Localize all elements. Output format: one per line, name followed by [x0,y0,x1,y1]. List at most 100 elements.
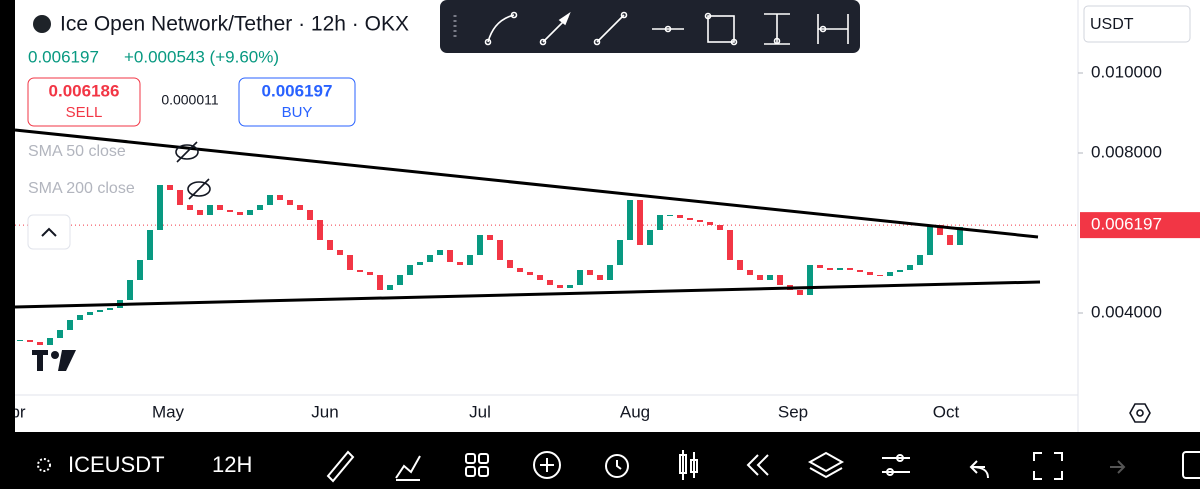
buy-price: 0.006197 [262,81,333,100]
candle [127,280,133,300]
sell-label: SELL [66,104,103,121]
candle [537,275,543,280]
candle [367,272,373,275]
date-range-tool[interactable] [817,14,849,44]
candle [717,225,723,230]
bottom-toolbar: ICEUSDT 12H [0,432,1200,484]
candle [457,262,463,265]
candle [47,338,53,345]
candle [397,275,403,285]
candle [417,262,423,265]
draw-button[interactable] [326,450,355,483]
candle [107,308,113,310]
trend-line[interactable] [14,280,1041,309]
left-edge [0,0,15,432]
buy-label: BUY [282,104,313,121]
undo-button[interactable] [969,460,989,479]
alert-button[interactable] [605,454,629,478]
candle [697,220,703,222]
candle [377,275,383,290]
candle [237,212,243,215]
candle [357,270,363,272]
candle [267,195,273,205]
candle [957,227,963,245]
price-range-tool[interactable] [764,13,790,45]
x-tick-label: Aug [620,402,650,421]
drawing-toolbar [440,0,860,53]
currency-button[interactable] [1083,5,1191,43]
candle [17,340,23,341]
sell-button[interactable] [27,77,141,127]
candle [777,275,783,285]
trend-line[interactable] [14,128,1039,239]
hidden-eye-icon[interactable] [175,141,211,200]
redo-button[interactable] [1110,460,1126,474]
symbol-title: Ice Open Network/Tether · 12h · OKX [60,13,409,36]
indicator-label: SMA 50 close [28,143,126,160]
candle [887,272,893,276]
chart-type-button[interactable] [679,450,698,480]
indicators-button[interactable] [395,455,421,481]
candle [187,205,193,210]
x-tick-label: Jun [311,402,338,421]
candle [857,270,863,272]
layout-button[interactable] [465,453,489,477]
candle [477,235,483,255]
candle [167,185,173,190]
candle [297,205,303,210]
candle [597,275,603,280]
candle [877,275,883,276]
collapse-button[interactable] [27,214,71,250]
candle [57,330,63,338]
interval-button[interactable]: 12H [212,452,252,477]
trend-line-tool[interactable] [593,11,628,46]
candle [277,195,283,200]
candle [527,272,533,275]
y-tick-label: 0.010000 [1091,62,1162,81]
replay-button[interactable] [746,454,769,476]
candle [137,260,143,280]
candle [307,210,313,220]
y-tick-label: 0.008000 [1091,142,1162,161]
candle [447,250,453,262]
settings-icon[interactable] [1129,403,1151,423]
buy-button[interactable] [238,77,356,127]
rectangle-tool[interactable] [704,12,738,46]
candle [577,270,583,285]
horizontal-ray-tool[interactable] [652,25,684,33]
candle [257,205,263,210]
candle [917,255,923,265]
add-button[interactable] [533,451,561,479]
fullscreen-button[interactable] [1033,452,1063,480]
candle [617,240,623,265]
candle [517,268,523,272]
candle [897,270,903,272]
x-tick-label: May [152,402,185,421]
candle [757,275,763,280]
candle [27,340,33,342]
x-tick-label: Oct [933,402,960,421]
candle [347,255,353,270]
candle [807,265,813,295]
more-button[interactable] [1182,451,1200,479]
curve-tool[interactable] [484,11,518,46]
candle [437,250,443,255]
candle [497,240,503,260]
symbol-button[interactable]: ICEUSDT [68,452,165,477]
arrow-tool[interactable] [539,11,571,46]
candle [157,185,163,230]
x-tick-label: Jul [469,402,491,421]
candle [907,265,913,270]
objects-button[interactable] [807,451,845,479]
chevron-up [41,227,57,237]
candle [427,255,433,262]
candle [867,272,873,275]
indicator-label: SMA 200 close [28,180,135,197]
candle [767,275,773,280]
settings-button[interactable] [882,454,910,476]
price-change: +0.000543 (+9.60%) [124,47,279,66]
candle [647,230,653,245]
